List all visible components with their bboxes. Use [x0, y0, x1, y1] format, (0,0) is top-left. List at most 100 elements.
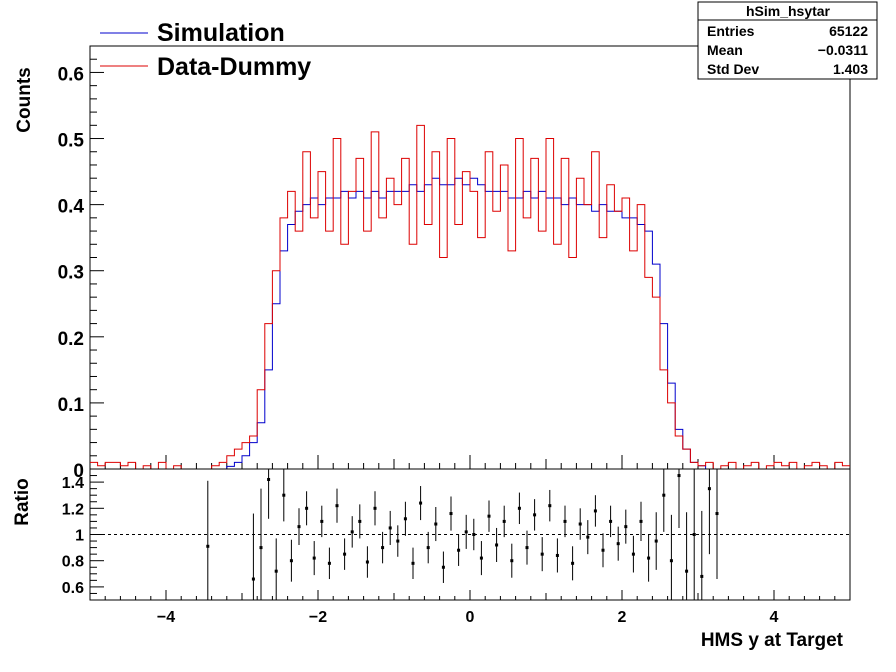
ratio-marker [533, 513, 537, 517]
stats-box-title: hSim_hsytar [746, 3, 831, 19]
ratio-marker [502, 519, 506, 523]
ratio-marker [639, 519, 643, 523]
ratio-point [457, 534, 461, 566]
stats-stddev-label: Std Dev [707, 61, 759, 77]
ratio-point [365, 546, 369, 578]
ratio-point [350, 516, 354, 548]
stats-entries-value: 65122 [829, 23, 868, 39]
ratio-marker [487, 514, 491, 518]
ratio-marker [609, 519, 613, 523]
top-y-tick-label: 0.2 [58, 329, 84, 350]
ratio-point [715, 469, 719, 580]
legend-label-simulation: Simulation [157, 19, 285, 47]
ratio-marker [669, 559, 673, 563]
ratio-point [396, 525, 400, 557]
ratio-marker [289, 559, 293, 563]
ratio-point [707, 469, 711, 555]
ratio-marker [297, 525, 301, 529]
ratio-marker [365, 560, 369, 564]
ratio-point [373, 491, 377, 526]
ratio-marker [358, 519, 362, 523]
ratio-point [312, 541, 316, 576]
ratio-point [449, 496, 453, 531]
ratio-point [510, 543, 514, 578]
ratio-point [206, 480, 210, 600]
ratio-marker [259, 546, 263, 550]
ratio-marker [251, 577, 255, 581]
ratio-point [479, 541, 483, 576]
bottom-x-tick-label: 2 [618, 609, 627, 626]
statistics-box: hSim_hsytar Entries 65122 Mean −0.0311 S… [697, 1, 878, 80]
ratio-point [289, 539, 293, 582]
ratio-marker [343, 552, 347, 556]
ratio-marker [586, 535, 590, 539]
bottom-y-tick-label: 1 [75, 528, 84, 545]
top-y-tick-label: 0.3 [58, 263, 84, 284]
ratio-point [472, 518, 476, 551]
ratio-marker [571, 561, 575, 565]
ratio-marker [647, 556, 651, 560]
ratio-point [419, 486, 423, 521]
ratio-point [358, 504, 362, 539]
ratio-point [578, 508, 582, 540]
ratio-point [305, 491, 309, 526]
stats-entries-label: Entries [707, 23, 755, 39]
ratio-marker [434, 522, 438, 526]
legend: Simulation Data-Dummy [100, 19, 311, 81]
stats-stddev-value: 1.403 [833, 61, 868, 77]
ratio-point [677, 469, 681, 528]
ratio-point [631, 535, 635, 573]
ratio-marker [472, 533, 476, 536]
bottom-x-tick-label: 4 [770, 609, 779, 626]
ratio-point [259, 488, 263, 600]
ratio-marker [631, 552, 635, 556]
top-histogram-pad: 0 0.1 0.2 0.3 0.4 0.5 0.6 Counts [14, 45, 851, 482]
ratio-point [540, 537, 544, 572]
bottom-y-axis: 0.6 0.8 1 1.2 1.4 [62, 475, 104, 597]
ratio-point [411, 547, 415, 580]
ratio-point [609, 505, 613, 538]
ratio-point [381, 531, 385, 564]
ratio-marker [267, 477, 271, 481]
ratio-point [685, 512, 689, 600]
bottom-y-tick-label: 1.4 [62, 475, 84, 492]
bottom-y-tick-label: 0.8 [62, 554, 84, 571]
ratio-point [426, 531, 430, 564]
ratio-point [297, 508, 301, 545]
ratio-point [624, 509, 628, 544]
ratio-marker [495, 543, 499, 547]
ratio-marker [312, 556, 316, 560]
ratio-marker [206, 544, 210, 548]
ratio-point [654, 512, 658, 570]
ratio-marker [479, 556, 483, 560]
bottom-x-tick-label: 0 [466, 609, 475, 626]
ratio-point [320, 505, 324, 538]
ratio-marker [388, 526, 392, 530]
ratio-marker [517, 506, 521, 510]
ratio-point [251, 513, 255, 600]
legend-label-data-dummy: Data-Dummy [157, 53, 311, 81]
ratio-point [563, 505, 567, 538]
stats-mean-label: Mean [707, 42, 743, 58]
ratio-point [502, 505, 506, 538]
ratio-point [403, 501, 407, 536]
ratio-point [525, 530, 529, 565]
ratio-marker [457, 548, 461, 552]
ratio-marker [555, 553, 559, 557]
ratio-point [601, 533, 605, 568]
top-y-axis: 0 0.1 0.2 0.3 0.4 0.5 0.6 [58, 58, 104, 482]
bottom-y-tick-label: 0.6 [62, 580, 84, 597]
ratio-marker [419, 501, 423, 505]
ratio-marker [662, 493, 666, 497]
ratio-marker [327, 561, 331, 565]
ratio-point [647, 534, 651, 582]
ratio-point [571, 546, 575, 581]
bottom-y-tick-label: 1.2 [62, 501, 84, 518]
bottom-x-tick-label: −4 [157, 609, 175, 626]
bottom-y-axis-label: Ratio [12, 478, 33, 526]
ratio-marker [464, 530, 468, 534]
ratio-point [282, 469, 286, 522]
ratio-marker [441, 565, 445, 569]
ratio-marker [396, 539, 400, 543]
